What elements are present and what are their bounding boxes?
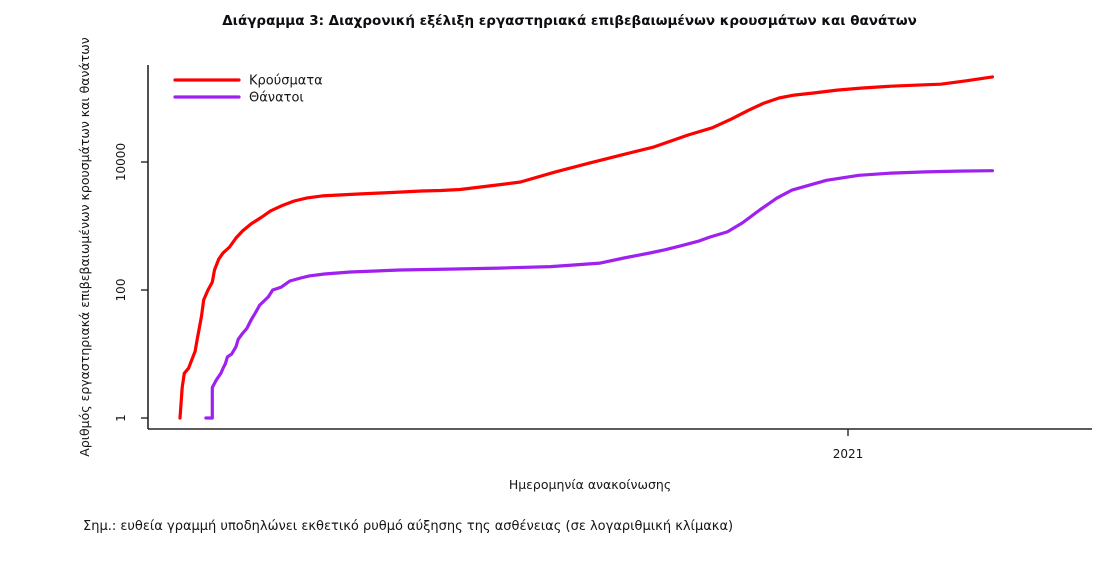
x-axis-ticks: 2021	[833, 429, 864, 461]
legend-label: Κρούσματα	[249, 74, 323, 89]
chart-title: Διάγραμμα 3: Διαχρονική εξέλιξη εργαστηρ…	[222, 13, 917, 29]
y-tick-label: 10000	[114, 143, 128, 181]
x-axis-label: Ημερομηνία ανακοίνωσης	[509, 477, 671, 492]
y-tick-label: 100	[114, 279, 128, 302]
deaths-line	[204, 169, 995, 420]
data-series	[178, 75, 995, 420]
x-tick-label: 2021	[833, 447, 864, 461]
y-axis-label: Αριθμός εργαστηριακά επιβεβαιωμένων κρου…	[77, 37, 92, 456]
chart-legend: Κρούσματα Θάνατοι	[173, 74, 323, 106]
footnote: Σημ.: ευθεία γραμμή υποδηλώνει εκθετικό …	[83, 519, 734, 534]
legend-label: Θάνατοι	[249, 91, 304, 106]
y-axis-ticks: 1 100 10000	[114, 143, 148, 422]
y-tick-label: 1	[114, 414, 128, 422]
cases-line	[178, 75, 995, 420]
